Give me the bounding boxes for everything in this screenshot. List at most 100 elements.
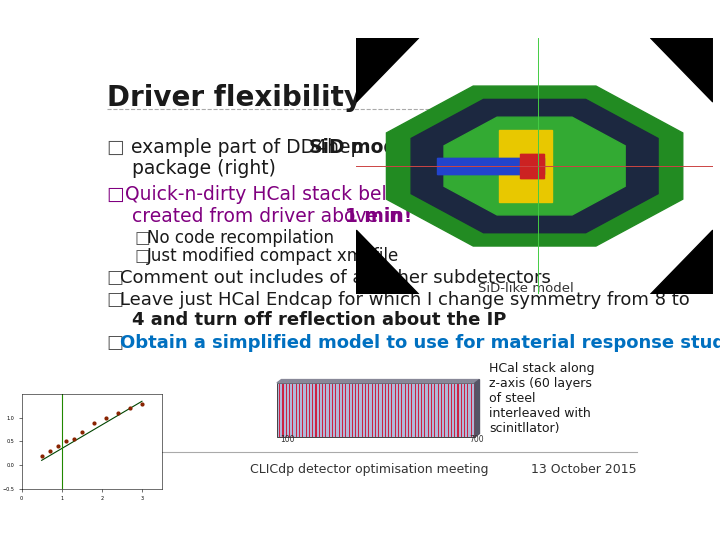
Bar — [425, 383, 426, 437]
Text: 100: 100 — [280, 435, 294, 444]
Bar — [333, 383, 336, 437]
Bar — [432, 383, 434, 437]
Bar — [392, 383, 395, 437]
Text: □: □ — [135, 246, 150, 265]
Text: 4 and turn off reflection about the IP: 4 and turn off reflection about the IP — [132, 311, 506, 329]
Bar — [398, 383, 399, 437]
Bar — [415, 383, 418, 437]
Bar — [442, 383, 444, 437]
Text: 700: 700 — [469, 435, 484, 444]
Point — [76, 428, 88, 436]
Point — [136, 399, 148, 408]
Bar — [472, 383, 474, 437]
Bar — [294, 383, 296, 437]
Bar — [436, 383, 438, 437]
Bar — [277, 383, 475, 437]
Bar — [346, 383, 348, 437]
Polygon shape — [650, 230, 713, 294]
Bar — [329, 383, 330, 437]
Text: □: □ — [107, 185, 130, 204]
Bar — [303, 383, 305, 437]
Bar — [279, 383, 280, 437]
Bar — [431, 383, 432, 437]
Bar — [449, 383, 451, 437]
Bar — [289, 383, 290, 437]
Text: Leave just HCal Endcap for which I change symmetry from 8 to: Leave just HCal Endcap for which I chang… — [120, 292, 690, 309]
Bar — [402, 383, 405, 437]
Bar — [459, 383, 461, 437]
Point — [52, 442, 63, 450]
Text: No code recompilation: No code recompilation — [147, 229, 334, 247]
Polygon shape — [356, 38, 419, 102]
Bar — [323, 383, 325, 437]
Bar — [421, 383, 422, 437]
Text: □: □ — [107, 138, 130, 157]
Bar — [338, 383, 340, 437]
Bar — [396, 383, 398, 437]
Bar — [378, 383, 379, 437]
Point — [124, 404, 135, 413]
Bar — [284, 383, 286, 437]
Bar — [290, 383, 292, 437]
Bar — [409, 383, 411, 437]
Bar — [434, 383, 436, 437]
Bar — [330, 383, 332, 437]
Bar — [307, 383, 309, 437]
Bar — [350, 383, 352, 437]
Polygon shape — [411, 99, 658, 233]
Bar — [390, 383, 392, 437]
Text: HCal stack along
z-axis (60 layers
of steel
interleaved with
scinitllator): HCal stack along z-axis (60 layers of st… — [489, 362, 595, 435]
Text: SiD model: SiD model — [309, 138, 416, 157]
Bar — [469, 383, 471, 437]
Bar — [452, 383, 454, 437]
Point — [100, 414, 112, 422]
Text: package (right): package (right) — [132, 159, 276, 178]
Bar — [445, 383, 448, 437]
Bar — [319, 383, 320, 437]
Text: Obtain a simplified model to use for material response studies: Obtain a simplified model to use for mat… — [120, 334, 720, 352]
Bar — [465, 383, 467, 437]
Text: Driver flexibility: Driver flexibility — [107, 84, 361, 112]
Text: Quick-n-dirty HCal stack below: Quick-n-dirty HCal stack below — [125, 185, 413, 204]
Polygon shape — [387, 86, 683, 246]
Bar — [384, 383, 386, 437]
Polygon shape — [356, 230, 419, 294]
Bar — [372, 383, 373, 437]
Bar — [375, 383, 376, 437]
Bar — [286, 383, 287, 437]
Bar — [310, 383, 312, 437]
Point — [88, 418, 99, 427]
Point — [68, 435, 79, 443]
Bar — [388, 383, 390, 437]
Text: example part of DD4hep: example part of DD4hep — [125, 138, 363, 157]
Bar — [300, 383, 302, 437]
Bar — [336, 383, 338, 437]
Text: □: □ — [107, 269, 124, 287]
Text: □: □ — [135, 229, 150, 247]
Polygon shape — [499, 130, 552, 202]
Bar — [408, 383, 409, 437]
Bar — [418, 383, 419, 437]
Bar — [292, 383, 294, 437]
Text: Just modified compact xml file: Just modified compact xml file — [147, 246, 399, 265]
Polygon shape — [475, 380, 480, 437]
Bar — [451, 383, 452, 437]
Text: CLICdp detector optimisation meeting: CLICdp detector optimisation meeting — [250, 463, 488, 476]
Bar — [419, 383, 421, 437]
Bar — [454, 383, 455, 437]
Bar — [342, 383, 343, 437]
Bar — [282, 383, 284, 437]
Bar — [317, 383, 319, 437]
Bar — [422, 383, 425, 437]
Text: SiD-like model: SiD-like model — [478, 282, 574, 295]
Polygon shape — [100, 463, 108, 470]
Bar — [395, 383, 396, 437]
Bar — [315, 383, 317, 437]
Polygon shape — [444, 117, 625, 215]
Bar — [352, 383, 353, 437]
Bar — [313, 383, 315, 437]
Bar — [471, 383, 472, 437]
Bar — [340, 383, 342, 437]
Bar — [332, 383, 333, 437]
Bar — [373, 383, 375, 437]
